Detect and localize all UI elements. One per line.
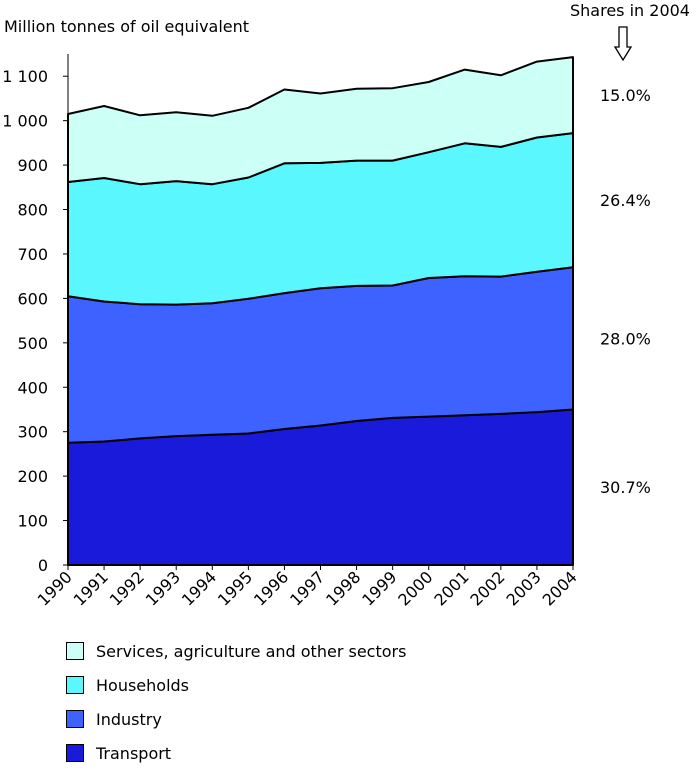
chart-areas [67, 56, 574, 566]
legend-item: Services, agriculture and other sectors [66, 640, 506, 662]
shares-title: Shares in 2004 [570, 1, 690, 20]
legend-swatch [66, 676, 84, 694]
legend-swatch [66, 710, 84, 728]
x-tick-label: 2002 [466, 567, 508, 609]
x-tick-label: 2001 [430, 567, 472, 609]
legend-label: Services, agriculture and other sectors [96, 641, 407, 661]
x-tick-label: 1999 [358, 567, 400, 609]
share-label: 28.0% [600, 329, 651, 348]
legend-label: Households [96, 675, 190, 695]
y-tick-label: 1 000 [2, 112, 48, 131]
x-axis: 1990199119921993199419951996199719981999… [34, 565, 581, 610]
y-tick-label: 300 [17, 423, 48, 442]
y-tick-label: 1 100 [2, 67, 48, 86]
x-tick-label: 2004 [539, 567, 581, 609]
chart: 0 100 200 300 400 500 600 700 800 900 1 000 1 100 1… [2, 1, 690, 610]
x-tick-label: 1997 [286, 567, 328, 609]
legend-swatch [66, 744, 84, 762]
y-tick-label: 400 [17, 378, 48, 397]
share-label: 30.7% [600, 478, 651, 497]
y-tick-label: 200 [17, 467, 48, 486]
y-axis: 0 100 200 300 400 500 600 700 800 900 1 000 1 100 [2, 54, 69, 575]
x-tick-label: 2003 [503, 567, 545, 609]
x-tick-label: 1998 [322, 567, 364, 609]
x-tick-label: 1993 [142, 567, 184, 609]
legend-swatch [66, 642, 84, 660]
legend-label: Industry [96, 709, 162, 729]
y-tick-label: 900 [17, 156, 48, 175]
x-tick-label: 2000 [394, 567, 436, 609]
legend-label: Transport [96, 743, 172, 763]
y-tick-label: 700 [17, 245, 48, 264]
y-tick-label: 0 [38, 556, 48, 575]
shares-2004: 30.7% 28.0% 26.4% 15.0% [600, 86, 651, 497]
x-tick-label: 1992 [106, 567, 148, 609]
down-arrow-icon [613, 26, 633, 62]
legend-item: Households [66, 674, 506, 696]
x-tick-label: 1996 [250, 567, 292, 609]
x-tick-label: 1995 [214, 567, 256, 609]
y-tick-label: 800 [17, 201, 48, 220]
legend: Services, agriculture and other sectors H… [66, 640, 506, 776]
legend-item: Transport [66, 742, 506, 764]
y-tick-label: 500 [17, 334, 48, 353]
legend-item: Industry [66, 708, 506, 730]
y-axis-title: Million tonnes of oil equivalent [4, 17, 249, 36]
share-label: 26.4% [600, 191, 651, 210]
x-tick-label: 1991 [70, 567, 112, 609]
share-label: 15.0% [600, 86, 651, 105]
y-tick-label: 100 [17, 512, 48, 531]
area-series-3 [67, 56, 574, 186]
y-tick-label: 600 [17, 289, 48, 308]
x-tick-label: 1994 [178, 567, 220, 609]
